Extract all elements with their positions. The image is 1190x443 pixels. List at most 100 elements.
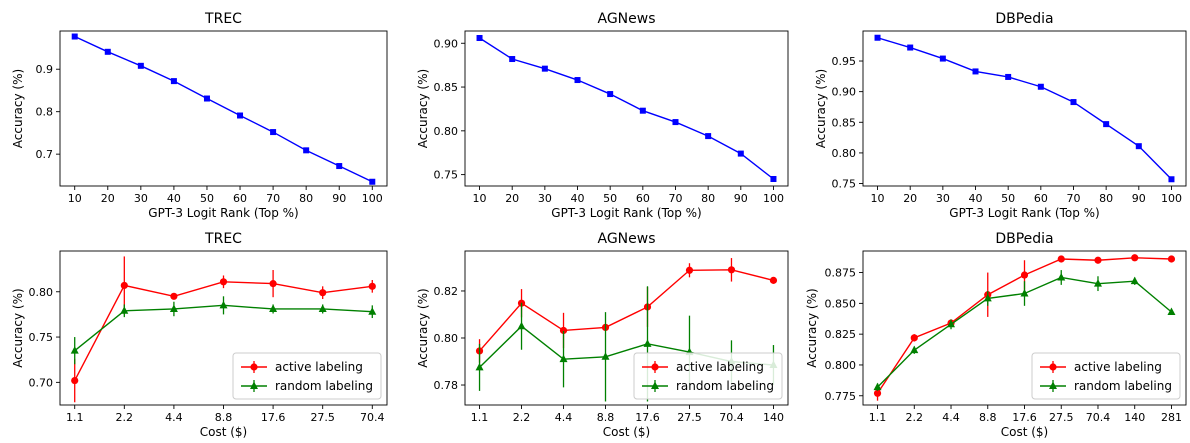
data-point — [219, 300, 228, 309]
data-point — [1103, 121, 1110, 128]
data-point — [137, 62, 144, 69]
x-tick-label: 60 — [233, 192, 247, 205]
data-point — [319, 289, 327, 297]
legend-marker — [1049, 381, 1057, 389]
data-point — [219, 278, 228, 286]
y-axis-label: Accuracy (%) — [416, 288, 430, 367]
series-line — [74, 35, 373, 183]
x-tick-label: 4.4 — [555, 411, 573, 424]
x-tick-label: 10 — [871, 192, 885, 205]
chart-title: DBPedia — [995, 231, 1053, 247]
legend: active labeling random labeling — [633, 352, 783, 400]
axes-frame — [464, 30, 789, 187]
x-tick-label: 70.4 — [719, 411, 744, 424]
chart-title: TREC — [204, 11, 242, 27]
series-0 — [874, 34, 1175, 183]
data-point — [1057, 272, 1066, 281]
chart-title: TREC — [204, 231, 242, 247]
data-point — [71, 33, 78, 40]
data-point — [1130, 276, 1139, 285]
x-tick-label: 2.2 — [513, 411, 531, 424]
x-tick-label: 8.8 — [979, 411, 997, 424]
data-point — [1167, 307, 1176, 315]
legend-marker — [651, 381, 659, 389]
data-point — [369, 178, 376, 185]
data-point — [907, 44, 914, 51]
y-tick-label: 0.850 — [825, 297, 857, 310]
y-tick-label: 0.75 — [29, 331, 54, 344]
x-tick-label: 30 — [538, 192, 552, 205]
data-point — [170, 292, 178, 300]
series-line — [479, 37, 774, 180]
legend-label: active labeling — [275, 360, 363, 374]
data-point — [368, 282, 376, 290]
y-tick-label: 0.800 — [825, 359, 857, 372]
x-tick-label: 30 — [134, 192, 148, 205]
data-point — [1037, 83, 1044, 90]
data-point — [601, 352, 610, 360]
series-0 — [476, 35, 777, 182]
data-point — [475, 362, 484, 371]
x-tick-label: 70 — [668, 192, 682, 205]
x-axis-label: GPT-3 Logit Rank (Top %) — [148, 206, 298, 220]
series-0 — [475, 258, 778, 363]
x-tick-label: 70 — [266, 192, 280, 205]
data-point — [1135, 143, 1142, 150]
x-tick-label: 281 — [1161, 411, 1182, 424]
chart-title: AGNews — [597, 11, 655, 27]
data-point — [939, 55, 946, 62]
x-tick-label: 4.4 — [165, 411, 183, 424]
y-tick-label: 0.75 — [832, 178, 857, 191]
y-axis-label: Accuracy (%) — [11, 288, 25, 367]
data-point — [873, 389, 882, 397]
x-tick-label: 100 — [763, 192, 784, 205]
x-tick-label: 2.2 — [116, 411, 134, 424]
x-tick-label: 90 — [332, 192, 346, 205]
x-tick-label: 40 — [571, 192, 585, 205]
data-point — [120, 281, 128, 290]
x-axis-label: GPT-3 Logit Rank (Top %) — [949, 206, 1099, 220]
chart-panel-4: AGNews 1.1 2.2 4.4 8.8 17.6 27.5 70.4 140 0.78 0.8… — [416, 231, 789, 439]
legend: active labeling random labeling — [1031, 352, 1181, 400]
x-tick-label: 40 — [167, 192, 181, 205]
y-axis-label: Accuracy (%) — [805, 288, 819, 367]
data-point — [71, 376, 79, 385]
series-1 — [873, 270, 1176, 391]
y-tick-label: 0.8 — [36, 106, 54, 119]
data-point — [368, 307, 377, 315]
data-point — [1020, 271, 1029, 279]
data-point — [1131, 254, 1139, 262]
y-tick-label: 0.95 — [832, 55, 857, 68]
x-tick-label: 10 — [68, 192, 82, 205]
data-point — [318, 304, 327, 312]
x-tick-label: 17.6 — [635, 411, 660, 424]
data-point — [1094, 256, 1102, 264]
y-axis-label: Accuracy (%) — [814, 69, 828, 148]
data-point — [169, 304, 178, 312]
x-tick-label: 60 — [1034, 192, 1048, 205]
y-tick-label: 0.78 — [434, 379, 459, 392]
x-tick-label: 80 — [1099, 192, 1113, 205]
data-point — [769, 276, 778, 284]
data-point — [770, 175, 777, 182]
legend-marker — [1049, 363, 1057, 371]
y-axis-label: Accuracy (%) — [416, 69, 430, 148]
y-tick-label: 0.85 — [434, 81, 459, 94]
x-tick-label: 80 — [299, 192, 313, 205]
data-point — [559, 326, 568, 335]
legend-label: random labeling — [676, 379, 774, 393]
y-tick-label: 0.90 — [434, 37, 459, 50]
chart-panel-3: TREC 1.1 2.2 4.4 8.8 17.6 27.5 70.4 0.70 0.75 0.80… — [11, 231, 388, 439]
data-point — [643, 339, 652, 347]
data-point — [947, 319, 956, 328]
y-tick-label: 0.7 — [36, 148, 54, 161]
data-point — [910, 334, 918, 342]
data-point — [336, 163, 343, 170]
data-point — [170, 78, 177, 85]
x-tick-label: 50 — [603, 192, 617, 205]
x-tick-label: 50 — [200, 192, 214, 205]
x-tick-label: 100 — [1161, 192, 1182, 205]
chart-title: AGNews — [597, 231, 655, 247]
data-point — [1005, 73, 1012, 80]
x-tick-label: 140 — [763, 411, 784, 424]
